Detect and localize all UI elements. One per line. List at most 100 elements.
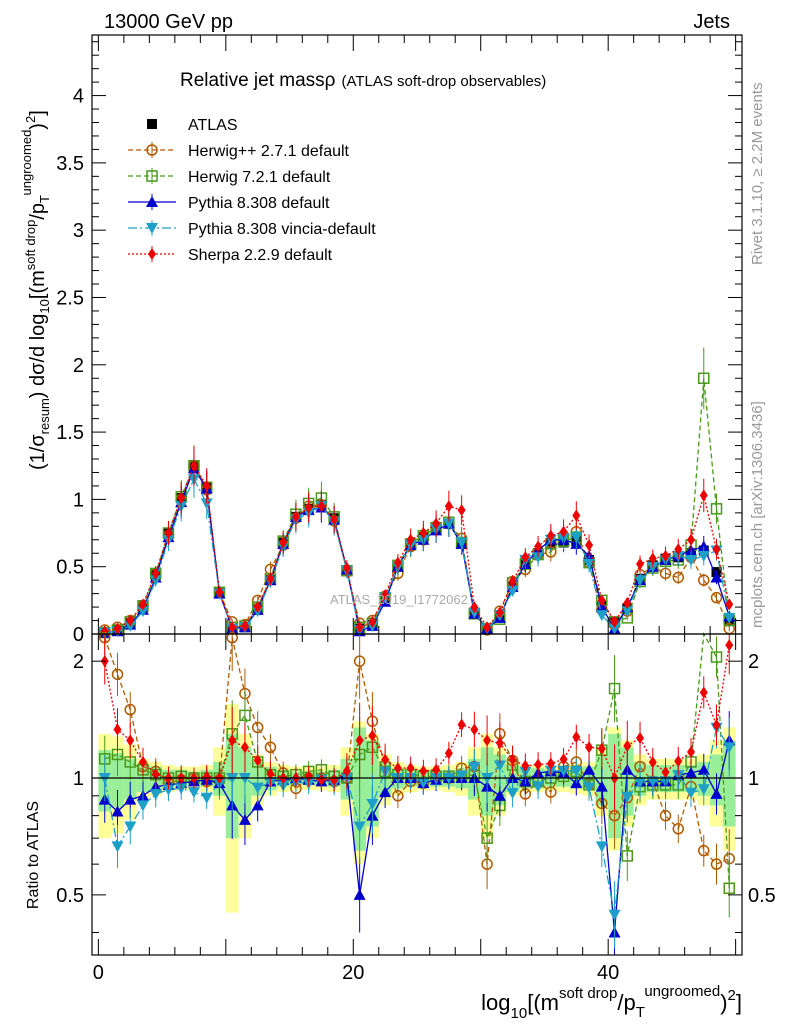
point-herwig-7-2-1-default: [710, 503, 723, 515]
ratio-point-pythia-8-308-vincia-default: [417, 777, 430, 789]
ratio-point-sherpa-2-2-9-default: [304, 770, 313, 783]
point-sherpa-2-2-9-default: [266, 572, 275, 585]
ratio-point-pythia-8-308-vincia-default: [621, 791, 634, 803]
y-tick-label: 1.5: [56, 422, 84, 444]
point-sherpa-2-2-9-default: [189, 459, 198, 472]
legend-label-pythia-8-308-vincia-default: Pythia 8.308 vincia-default: [188, 221, 376, 238]
ratio-point-herwig-2-7-1-default: [264, 741, 277, 754]
ratio-point-sherpa-2-2-9-default: [228, 734, 237, 747]
point-sherpa-2-2-9-default: [393, 556, 402, 569]
ratio-point-sherpa-2-2-9-default: [470, 723, 479, 736]
legend-marker-sherpa-2-2-9-default: [148, 248, 156, 260]
point-sherpa-2-2-9-default: [457, 504, 466, 517]
ratio-point-sherpa-2-2-9-default: [444, 747, 453, 760]
point-sherpa-2-2-9-default: [291, 510, 300, 523]
point-sherpa-2-2-9-default: [355, 621, 364, 634]
ratio-point-pythia-8-308-vincia-default: [200, 792, 213, 804]
legend-marker-pythia-8-308-default: [146, 196, 158, 207]
y-tick-label: 4: [73, 86, 84, 108]
ratio-point-pythia-8-308-default: [238, 813, 251, 825]
point-pythia-8-308-vincia-default: [455, 537, 468, 549]
point-sherpa-2-2-9-default: [368, 615, 377, 628]
ratio-point-sherpa-2-2-9-default: [636, 731, 645, 744]
ratio-point-sherpa-2-2-9-default: [699, 686, 708, 699]
ratio-point-sherpa-2-2-9-default: [355, 734, 364, 747]
y-tick-label: 0.5: [56, 557, 84, 579]
point-sherpa-2-2-9-default: [585, 539, 594, 552]
ratio-point-pythia-8-308-vincia-default: [136, 800, 149, 812]
ratio-point-sherpa-2-2-9-default: [597, 742, 606, 755]
point-pythia-8-308-vincia-default: [608, 623, 621, 635]
point-pythia-8-308-vincia-default: [200, 498, 213, 510]
ratio-point-pythia-8-308-vincia-default: [468, 762, 481, 774]
point-sherpa-2-2-9-default: [151, 567, 160, 580]
ratio-point-sherpa-2-2-9-default: [432, 763, 441, 776]
ratio-point-pythia-8-308-vincia-default: [251, 782, 264, 794]
ratio-point-herwig-7-2-1-default: [608, 682, 621, 695]
ratio-point-pythia-8-308-default: [697, 763, 710, 775]
ratio-y-tick-label: 1: [73, 768, 84, 790]
ratio-point-pythia-8-308-vincia-default: [583, 782, 596, 794]
ratio-point-sherpa-2-2-9-default: [534, 758, 543, 771]
ratio-y-tick-label: 0.5: [56, 885, 84, 907]
ratio-point-sherpa-2-2-9-default: [202, 770, 211, 783]
ratio-point-pythia-8-308-vincia-default: [634, 777, 647, 789]
header-right: Jets: [693, 11, 730, 33]
ratio-point-herwig-2-7-1-default: [392, 790, 404, 802]
ratio-point-pythia-8-308-default: [111, 805, 124, 817]
ratio-point-pythia-8-308-vincia-default: [646, 776, 659, 788]
ratio-point-herwig-2-7-1-default: [659, 809, 672, 822]
ratio-point-pythia-8-308-default: [685, 767, 698, 779]
ratio-point-sherpa-2-2-9-default: [266, 767, 275, 780]
ratio-point-pythia-8-308-vincia-default: [162, 784, 175, 796]
ratio-point-sherpa-2-2-9-default: [368, 729, 377, 742]
ratio-point-herwig-2-7-1-default: [672, 823, 685, 835]
ratio-point-sherpa-2-2-9-default: [330, 774, 339, 787]
point-sherpa-2-2-9-default: [559, 525, 568, 538]
point-sherpa-2-2-9-default: [432, 517, 441, 530]
point-sherpa-2-2-9-default: [572, 509, 581, 522]
ratio-point-sherpa-2-2-9-default: [342, 765, 351, 778]
ratio-point-sherpa-2-2-9-default: [393, 762, 402, 775]
point-sherpa-2-2-9-default: [483, 621, 492, 634]
point-pythia-8-308-default: [710, 571, 723, 583]
point-pythia-8-308-vincia-default: [595, 610, 608, 622]
y-tick-label: 3: [73, 220, 84, 242]
ratio-point-sherpa-2-2-9-default: [559, 753, 568, 766]
point-sherpa-2-2-9-default: [215, 586, 224, 599]
ratio-frame: [91, 633, 743, 956]
ratio-point-pythia-8-308-vincia-default: [595, 841, 608, 853]
ratio-point-herwig-2-7-1-default: [251, 721, 264, 734]
ratio-point-pythia-8-308-vincia-default: [124, 821, 137, 833]
point-sherpa-2-2-9-default: [240, 619, 249, 632]
point-pythia-8-308-vincia-default: [583, 559, 596, 571]
ratio-point-herwig-7-2-1-default: [621, 850, 634, 862]
point-sherpa-2-2-9-default: [521, 551, 530, 564]
point-sherpa-2-2-9-default: [419, 527, 428, 540]
point-pythia-8-308-vincia-default: [634, 575, 647, 587]
rivet-label: Rivet 3.1.10, ≥ 2.2M events: [749, 83, 766, 266]
ratio-point-sherpa-2-2-9-default: [406, 762, 415, 775]
point-sherpa-2-2-9-default: [674, 543, 683, 556]
ratio-point-pythia-8-308-vincia-default: [506, 788, 519, 800]
ratio-point-pythia-8-308-vincia-default: [723, 742, 736, 754]
x-tick-label: 40: [597, 962, 619, 984]
watermark: ATLAS_2019_I1772062: [330, 592, 468, 607]
ratio-point-pythia-8-308-default: [493, 789, 506, 801]
point-pythia-8-308-default: [697, 540, 710, 552]
legend-marker-atlas: [147, 119, 157, 129]
ratio-point-sherpa-2-2-9-default: [483, 734, 492, 747]
y-tick-label: 2: [73, 355, 84, 377]
legend-marker-herwig-2-7-1-default: [146, 144, 158, 156]
ratio-point-sherpa-2-2-9-default: [508, 753, 517, 766]
ratio-point-herwig-7-2-1-default: [710, 651, 723, 663]
ratio-point-sherpa-2-2-9-default: [661, 766, 670, 779]
ratio-point-sherpa-2-2-9-default: [381, 753, 390, 766]
ratio-point-sherpa-2-2-9-default: [687, 746, 696, 759]
mcplots-label: mcplots.cern.ch [arXiv:1306.3436]: [749, 401, 766, 628]
point-herwig-2-7-1-default: [672, 571, 685, 584]
point-sherpa-2-2-9-default: [546, 529, 555, 542]
point-pythia-8-308-default: [595, 601, 608, 613]
point-sherpa-2-2-9-default: [508, 575, 517, 588]
ratio-point-sherpa-2-2-9-default: [648, 756, 657, 769]
